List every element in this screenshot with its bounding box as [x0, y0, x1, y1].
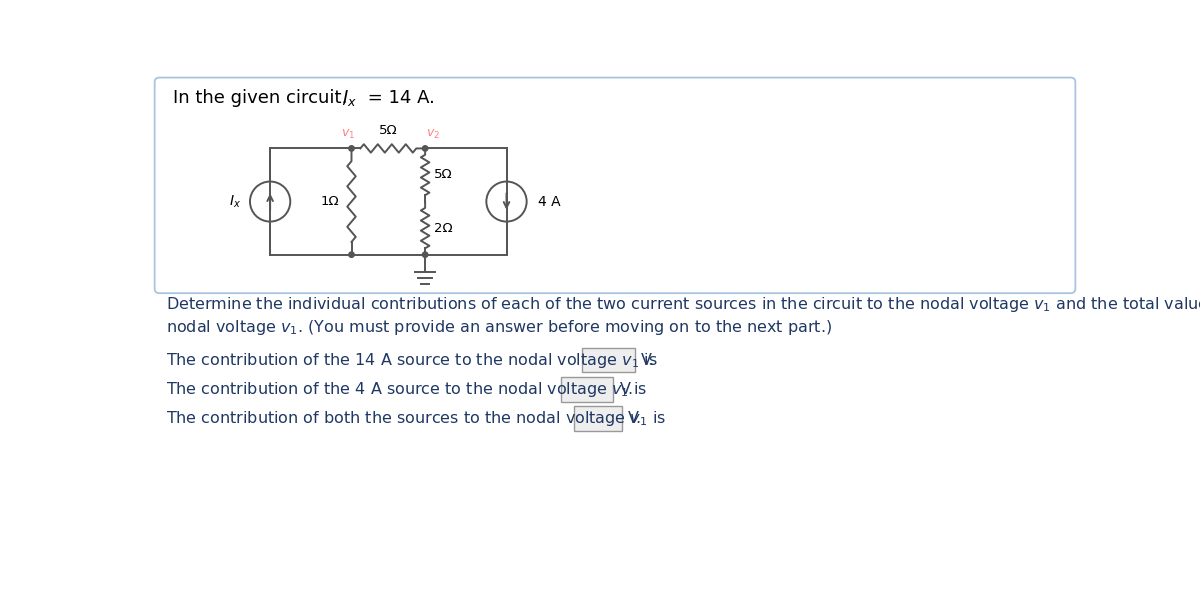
Text: $v_1$: $v_1$ — [341, 128, 355, 140]
Text: The contribution of the 14 A source to the nodal voltage $v_1$ is: The contribution of the 14 A source to t… — [166, 351, 658, 370]
Text: $v_2$: $v_2$ — [426, 128, 440, 140]
Text: In the given circuit,: In the given circuit, — [173, 89, 353, 108]
Circle shape — [349, 252, 354, 257]
Text: V.: V. — [641, 353, 655, 368]
Text: = 14 A.: = 14 A. — [362, 89, 436, 108]
FancyBboxPatch shape — [582, 348, 635, 373]
Circle shape — [349, 146, 354, 151]
Text: The contribution of the 4 A source to the nodal voltage $v_1$ is: The contribution of the 4 A source to th… — [166, 380, 647, 399]
FancyBboxPatch shape — [574, 406, 622, 431]
Text: 4 A: 4 A — [538, 195, 560, 209]
Text: $I_x$: $I_x$ — [342, 88, 358, 108]
Text: 2Ω: 2Ω — [433, 221, 452, 235]
FancyBboxPatch shape — [155, 78, 1075, 293]
Text: V.: V. — [628, 411, 642, 426]
Circle shape — [422, 252, 428, 257]
Text: 5Ω: 5Ω — [433, 168, 452, 181]
Text: 5Ω: 5Ω — [379, 124, 397, 137]
FancyBboxPatch shape — [560, 377, 613, 402]
Text: The contribution of both the sources to the nodal voltage $v_1$ is: The contribution of both the sources to … — [166, 409, 666, 428]
Text: nodal voltage $v_1$. (You must provide an answer before moving on to the next pa: nodal voltage $v_1$. (You must provide a… — [166, 317, 832, 337]
Text: $I_x$: $I_x$ — [229, 193, 241, 210]
Text: Determine the individual contributions of each of the two current sources in the: Determine the individual contributions o… — [166, 295, 1200, 314]
Text: 1Ω: 1Ω — [320, 195, 340, 208]
Text: V.: V. — [619, 382, 634, 397]
Circle shape — [422, 146, 428, 151]
